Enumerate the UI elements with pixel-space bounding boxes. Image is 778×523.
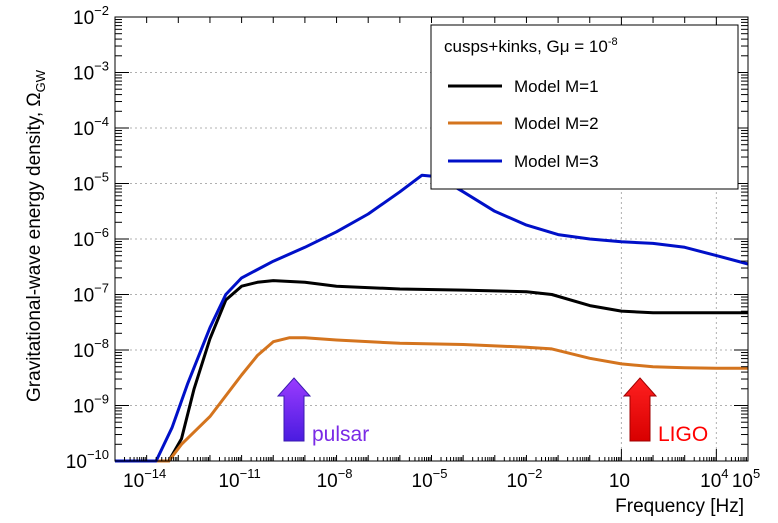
x-tick-label: 105 (732, 466, 760, 492)
legend-label-m2: Model M=2 (514, 114, 599, 133)
x-tick-label: 10−11 (218, 466, 260, 492)
x-tick-label: 10−2 (506, 466, 542, 492)
y-tick-label: 10−8 (73, 336, 109, 362)
x-tick-label: 10−14 (123, 466, 166, 492)
pulsar-arrow-icon (276, 377, 312, 442)
tick-labels: 10−14 10−11 10−8 10−5 10−2 10 104 105 10−10 10−9 1… (66, 3, 760, 492)
y-tick-label: 10−4 (73, 114, 109, 140)
y-tick-label: 10−9 (73, 392, 109, 418)
pulsar-label: pulsar (312, 423, 369, 446)
x-axis-label: Frequency [Hz] (615, 496, 744, 517)
series-line-m2 (115, 336, 748, 463)
y-tick-label: 10−10 (66, 447, 109, 473)
series-line-m1 (115, 279, 748, 463)
x-tick-label: 10−5 (412, 466, 448, 492)
pulsar-annotation: pulsar (276, 377, 369, 446)
y-tick-label: 10−3 (73, 59, 109, 85)
series-lines (115, 173, 749, 463)
ligo-label: LIGO (658, 423, 708, 446)
axis-ticks (114, 16, 749, 462)
y-tick-label: 10−2 (73, 3, 109, 29)
x-tick-label: 104 (700, 466, 728, 492)
legend: cusps+kinks, Gμ = 10-8 Model M=1 Model M… (430, 24, 739, 190)
series-line-m3 (115, 173, 749, 463)
y-tick-label: 10−6 (73, 225, 109, 251)
x-tick-label: 10 (609, 471, 630, 492)
ligo-arrow-icon (622, 377, 658, 442)
y-tick-label: 10−7 (73, 281, 109, 307)
x-tick-label: 10−8 (317, 466, 353, 492)
legend-label-m3: Model M=3 (514, 152, 599, 171)
legend-label-m1: Model M=1 (514, 77, 599, 96)
legend-header: cusps+kinks, Gμ = 10-8 (444, 36, 618, 56)
y-axis-label: Gravitational-wave energy density, ΩGW (24, 69, 48, 402)
ligo-annotation: LIGO (622, 377, 708, 446)
y-tick-label: 10−5 (73, 170, 109, 196)
